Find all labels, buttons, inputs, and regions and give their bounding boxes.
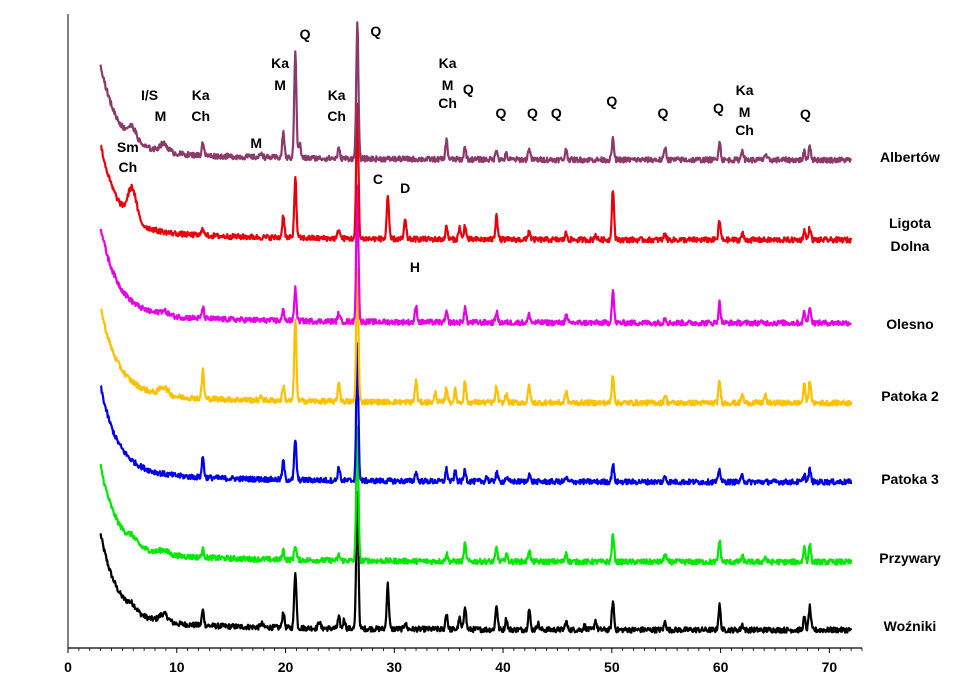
series-label-Olesno: Olesno: [886, 316, 933, 332]
series-label-Albertów: Albertów: [880, 149, 940, 165]
peak-label-H: H: [410, 259, 420, 275]
peak-label-Q: Q: [463, 81, 474, 97]
peak-label-Ch: Ch: [438, 95, 457, 111]
series-label-Ligota Dolna: Dolna: [891, 238, 930, 254]
peak-label-Q: Q: [527, 105, 538, 121]
x-tick-label-30: 30: [387, 659, 403, 675]
trace-Albertów: [99, 21, 852, 164]
peak-label-Q: Q: [370, 23, 381, 39]
peak-label-Ch: Ch: [191, 108, 210, 124]
trace-Ligota Dolna: [100, 102, 853, 244]
peak-label-M: M: [155, 108, 167, 124]
peak-label-Ch: Ch: [118, 159, 137, 175]
x-tick-label-60: 60: [713, 659, 729, 675]
peak-label-M: M: [250, 135, 262, 151]
peak-label-Ka: Ka: [192, 87, 210, 103]
peak-label-I/S: I/S: [141, 87, 158, 103]
peak-label-Ka: Ka: [439, 55, 457, 71]
series-label-Patoka 2: Patoka 2: [881, 388, 939, 404]
series-traces: [99, 21, 853, 634]
trace-Woźniki: [99, 491, 853, 634]
trace-Patoka 3: [99, 342, 853, 486]
peak-label-M: M: [274, 77, 286, 93]
peak-label-Ch: Ch: [327, 108, 346, 124]
series-labels: Woźniki Przywary Patoka 3 Patoka 2 Olesno Lig…: [879, 149, 941, 634]
series-label-Patoka 3: Patoka 3: [881, 471, 939, 487]
peak-label-Ka: Ka: [328, 87, 346, 103]
peak-label-Q: Q: [300, 26, 311, 42]
peak-label-Q: Q: [551, 105, 562, 121]
peak-label-Ka: Ka: [736, 82, 754, 98]
trace-Olesno: [99, 184, 852, 327]
peak-label-M: M: [442, 77, 454, 93]
peak-label-M: M: [739, 104, 751, 120]
x-tick-label-70: 70: [822, 659, 838, 675]
trace-Patoka 2: [99, 268, 853, 407]
trace-Przywary: [99, 425, 853, 566]
series-label-Woźniki: Woźniki: [884, 618, 937, 634]
peak-label-Q: Q: [713, 100, 724, 116]
x-tick-label-50: 50: [604, 659, 620, 675]
series-label-Ligota Dolna: Ligota: [889, 215, 931, 231]
peak-label-D: D: [400, 180, 410, 196]
x-tick-label-20: 20: [278, 659, 294, 675]
peak-label-Q: Q: [800, 106, 811, 122]
peak-label-Q: Q: [606, 93, 617, 109]
x-tick-label-10: 10: [169, 659, 185, 675]
x-tick-label-40: 40: [495, 659, 511, 675]
peak-label-Ka: Ka: [271, 55, 289, 71]
peak-label-Sm: Sm: [117, 139, 139, 155]
peak-label-Ch: Ch: [735, 122, 754, 138]
x-tick-label-0: 0: [64, 659, 72, 675]
series-label-Przywary: Przywary: [879, 550, 941, 566]
peak-label-Q: Q: [658, 105, 669, 121]
peak-label-C: C: [373, 171, 383, 187]
x-axis: 0 10 20 30 40 50 60 70: [64, 14, 863, 675]
peak-label-Q: Q: [495, 105, 506, 121]
